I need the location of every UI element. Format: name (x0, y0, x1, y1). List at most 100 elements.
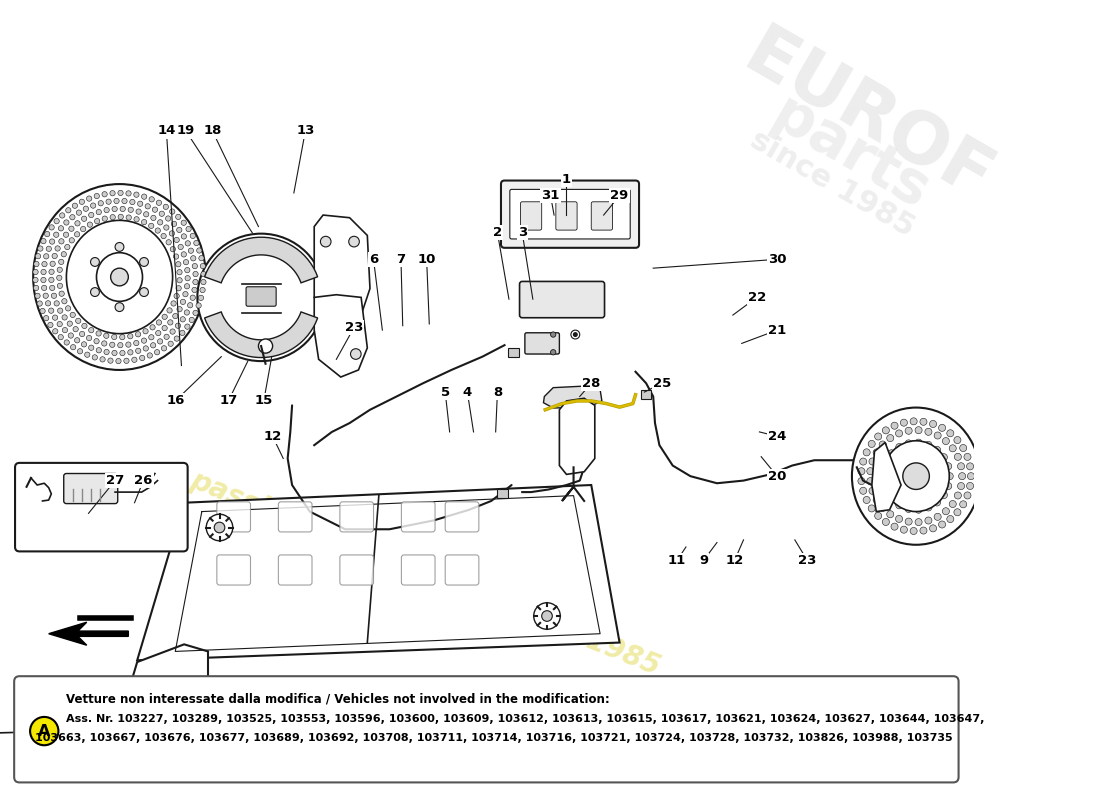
FancyBboxPatch shape (446, 502, 478, 532)
Circle shape (79, 331, 85, 337)
Circle shape (905, 427, 912, 434)
Circle shape (44, 315, 48, 321)
Circle shape (62, 298, 67, 304)
FancyBboxPatch shape (446, 555, 478, 585)
Ellipse shape (33, 184, 206, 370)
Circle shape (126, 215, 131, 220)
Circle shape (571, 330, 580, 339)
Circle shape (959, 445, 967, 451)
Text: 103663, 103667, 103676, 103677, 103689, 103692, 103708, 103711, 103714, 103716, : 103663, 103667, 103676, 103677, 103689, … (35, 733, 953, 743)
Circle shape (135, 348, 141, 354)
Circle shape (96, 210, 101, 214)
Circle shape (42, 286, 47, 290)
Circle shape (84, 206, 88, 211)
FancyBboxPatch shape (556, 202, 578, 230)
Circle shape (65, 244, 70, 250)
Circle shape (66, 208, 72, 213)
Circle shape (190, 234, 196, 238)
Circle shape (58, 226, 64, 231)
Circle shape (48, 269, 54, 274)
Circle shape (111, 268, 129, 286)
Circle shape (174, 336, 179, 342)
Circle shape (140, 355, 145, 361)
Circle shape (867, 478, 873, 485)
Circle shape (185, 283, 189, 289)
Circle shape (89, 345, 94, 350)
Circle shape (947, 515, 954, 522)
Circle shape (81, 342, 87, 347)
Text: 11: 11 (668, 554, 686, 566)
Circle shape (957, 462, 965, 470)
Circle shape (882, 458, 889, 465)
Text: 17: 17 (219, 394, 238, 407)
Circle shape (180, 317, 186, 322)
Circle shape (33, 270, 39, 274)
Text: 25: 25 (653, 377, 671, 390)
Circle shape (164, 225, 169, 230)
Circle shape (166, 240, 172, 245)
FancyBboxPatch shape (497, 490, 508, 498)
Circle shape (116, 302, 124, 311)
Circle shape (95, 194, 99, 198)
Text: 23: 23 (798, 554, 816, 566)
Circle shape (102, 192, 108, 197)
Circle shape (185, 241, 190, 246)
Circle shape (873, 449, 880, 456)
Circle shape (934, 432, 942, 439)
Circle shape (76, 210, 81, 215)
Circle shape (47, 322, 53, 327)
FancyBboxPatch shape (217, 555, 251, 585)
Circle shape (891, 523, 898, 530)
Circle shape (905, 440, 912, 447)
Circle shape (103, 333, 109, 338)
Circle shape (176, 214, 180, 219)
Text: 10: 10 (417, 253, 436, 266)
Text: 30: 30 (768, 253, 786, 266)
Circle shape (958, 473, 966, 480)
Circle shape (134, 341, 139, 346)
Circle shape (162, 314, 167, 319)
Circle shape (174, 294, 179, 298)
Circle shape (895, 443, 903, 450)
Circle shape (112, 206, 118, 212)
Circle shape (920, 527, 927, 534)
Circle shape (53, 315, 58, 320)
Circle shape (873, 496, 880, 503)
FancyBboxPatch shape (508, 348, 519, 357)
Circle shape (183, 291, 188, 297)
Circle shape (945, 462, 952, 470)
Circle shape (54, 301, 59, 306)
Circle shape (100, 357, 106, 362)
FancyBboxPatch shape (509, 190, 630, 239)
Circle shape (140, 288, 148, 297)
Circle shape (915, 506, 922, 514)
Circle shape (156, 320, 162, 325)
Circle shape (192, 263, 198, 269)
Circle shape (934, 446, 940, 454)
Circle shape (167, 320, 173, 325)
Circle shape (925, 428, 932, 435)
Circle shape (157, 220, 163, 225)
Text: 31: 31 (541, 189, 560, 202)
Circle shape (175, 323, 180, 328)
Circle shape (68, 333, 74, 338)
Text: 14: 14 (157, 125, 176, 138)
Text: 13: 13 (296, 125, 315, 138)
Circle shape (62, 314, 67, 320)
Circle shape (50, 286, 55, 290)
Circle shape (64, 232, 68, 238)
Circle shape (197, 248, 202, 253)
Circle shape (58, 259, 64, 265)
Circle shape (134, 217, 140, 222)
Circle shape (888, 495, 895, 502)
Circle shape (900, 526, 908, 534)
Circle shape (35, 254, 41, 259)
Circle shape (77, 349, 82, 354)
Circle shape (194, 240, 199, 246)
Circle shape (197, 234, 324, 361)
Circle shape (541, 610, 552, 622)
Circle shape (882, 427, 890, 434)
Circle shape (915, 518, 922, 526)
Text: 22: 22 (748, 291, 766, 304)
Circle shape (938, 424, 946, 431)
